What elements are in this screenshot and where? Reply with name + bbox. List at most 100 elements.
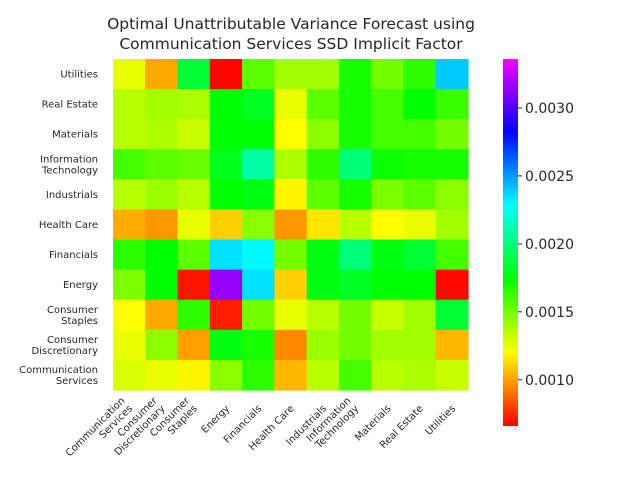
colorbar (503, 59, 518, 426)
heatmap-cell (177, 119, 211, 150)
colorbar-tick-label: 0.0010 (525, 373, 574, 389)
heatmap-cell (113, 119, 146, 150)
y-tick-label: Utilities (60, 70, 98, 81)
heatmap-cell (371, 59, 405, 90)
heatmap-cell (435, 209, 469, 241)
heatmap-cell (177, 269, 211, 301)
heatmap-cell (274, 299, 308, 331)
heatmap-cell (177, 329, 211, 361)
heatmap-cell (403, 149, 437, 180)
heatmap-cell (145, 179, 179, 211)
heatmap-cell (242, 89, 275, 120)
heatmap-cell (435, 359, 469, 391)
heatmap-cell (242, 359, 275, 391)
heatmap-cell (177, 89, 211, 120)
heatmap-cell (338, 209, 372, 241)
heatmap-cell (338, 59, 372, 90)
heatmap-cell (113, 299, 146, 331)
heatmap-cell (435, 269, 469, 301)
heatmap-cell (371, 299, 405, 331)
heatmap-cell (209, 299, 243, 331)
heatmap-cell (113, 89, 146, 120)
heatmap-cell (209, 59, 243, 90)
heatmap-cell (435, 89, 469, 120)
heatmap-cell (371, 89, 405, 120)
colorbar-tick-label: 0.0020 (525, 237, 574, 253)
y-tick-label: Communication Services (19, 365, 98, 387)
heatmap-cell (209, 209, 243, 241)
colorbar-tick-label: 0.0025 (525, 169, 574, 185)
heatmap-cell (338, 359, 372, 391)
heatmap-cell (306, 59, 340, 90)
heatmap-cell (306, 239, 340, 271)
heatmap-cell (371, 239, 405, 271)
heatmap-cell (209, 359, 243, 391)
y-tick-label: Materials (52, 130, 98, 141)
y-tick-label: Consumer Discretionary (31, 335, 98, 357)
heatmap-cell (242, 149, 275, 180)
heatmap-cell (306, 119, 340, 150)
y-tick-label: Financials (49, 250, 98, 261)
heatmap-cell (371, 269, 405, 301)
heatmap-cell (242, 299, 275, 331)
heatmap-cell (177, 239, 211, 271)
heatmap-cell (177, 299, 211, 331)
heatmap-cell (274, 149, 308, 180)
heatmap-cell (338, 299, 372, 331)
heatmap-cell (403, 359, 437, 391)
heatmap-cell (403, 209, 437, 241)
heatmap-cell (242, 59, 275, 90)
x-tick-label: Utilities (424, 403, 458, 437)
heatmap-cell (371, 359, 405, 391)
heatmap-cell (113, 59, 146, 90)
heatmap-cell (338, 119, 372, 150)
y-axis-labels: Utilities Real Estate Materials Information… (19, 70, 99, 388)
heatmap-cell (209, 269, 243, 301)
heatmap-cell (242, 269, 275, 301)
x-axis-labels: CommunicationServicesConsumerDiscretiona… (64, 395, 458, 459)
heatmap-cell (306, 329, 340, 361)
heatmap-cell (274, 269, 308, 301)
heatmap-cell (435, 299, 469, 331)
heatmap-cell (209, 239, 243, 271)
heatmap-cell (177, 359, 211, 391)
heatmap-cell (145, 299, 179, 331)
heatmap-cell (274, 359, 308, 391)
y-tick-label: Industrials (46, 190, 98, 201)
y-tick-label: Consumer Staples (47, 305, 99, 327)
heatmap-cell (274, 89, 308, 120)
heatmap-cell (403, 59, 437, 90)
y-tick-label: Information Technology (40, 154, 98, 176)
heatmap-cell (371, 119, 405, 150)
heatmap-cell (113, 239, 146, 271)
heatmap-cell (145, 359, 179, 391)
heatmap-cell (435, 149, 469, 180)
heatmap-cell (403, 269, 437, 301)
heatmap-cell (113, 179, 146, 211)
heatmap-cell (113, 359, 146, 391)
heatmap-cell (242, 239, 275, 271)
heatmap-cell (435, 179, 469, 211)
heatmap-cell (145, 209, 179, 241)
heatmap-cell (145, 329, 179, 361)
heatmap-cell (209, 89, 243, 120)
heatmap-cell (306, 179, 340, 211)
heatmap-cell (145, 149, 179, 180)
heatmap-cell (145, 89, 179, 120)
chart-title: Optimal Unattributable Variance Forecast… (107, 15, 475, 53)
heatmap-cell (306, 149, 340, 180)
title-line: Optimal Unattributable Variance Forecast… (107, 15, 475, 33)
heatmap-cell (435, 239, 469, 271)
heatmap-cell (338, 149, 372, 180)
colorbar-tick-label: 0.0030 (525, 101, 574, 117)
heatmap-cell (403, 299, 437, 331)
heatmap-cell (306, 299, 340, 331)
heatmap-cell (145, 119, 179, 150)
heatmap-cell (209, 329, 243, 361)
heatmap-cell (274, 239, 308, 271)
heatmap-cell (145, 239, 179, 271)
heatmap-cell (371, 209, 405, 241)
heatmap-cell (274, 209, 308, 241)
heatmap-cell (371, 149, 405, 180)
